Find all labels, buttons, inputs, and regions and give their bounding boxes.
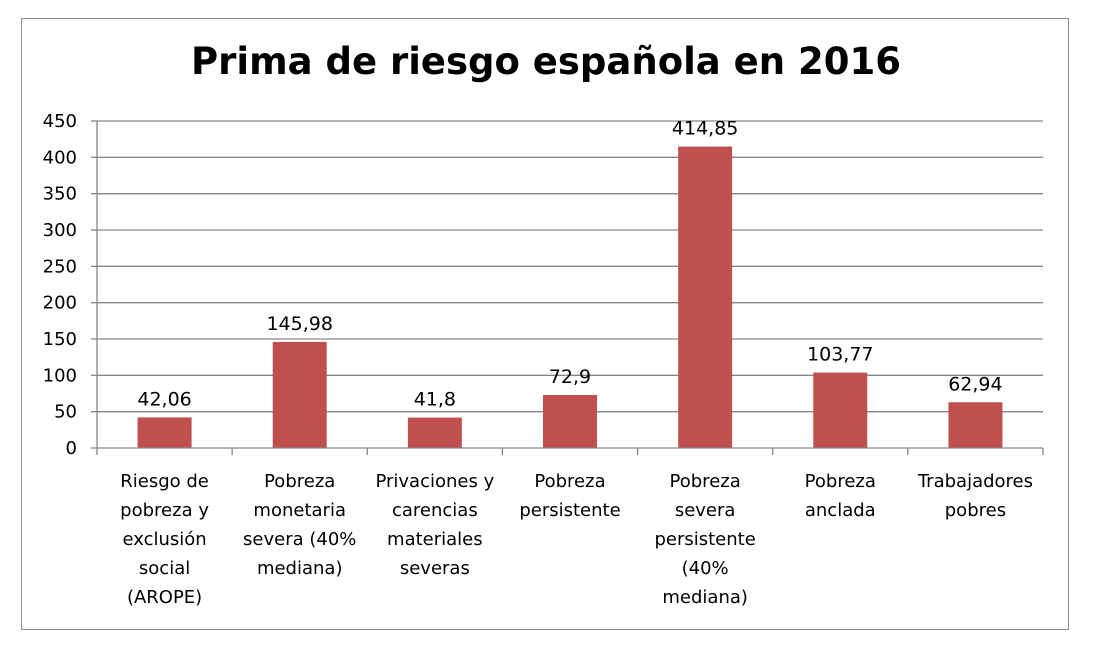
bars bbox=[137, 146, 1003, 448]
y-tick-label: 200 bbox=[43, 293, 77, 314]
data-label-2: 41,8 bbox=[414, 389, 456, 411]
y-tick-label: 150 bbox=[43, 329, 77, 350]
category-label-line: Trabajadores bbox=[917, 471, 1033, 492]
category-label-line: materiales bbox=[387, 529, 483, 550]
y-tick-label: 300 bbox=[43, 220, 77, 241]
y-tick-label: 50 bbox=[54, 402, 77, 423]
category-label-line: mediana) bbox=[662, 587, 748, 608]
category-label-line: severa bbox=[675, 500, 736, 521]
y-tick-label: 450 bbox=[43, 111, 77, 132]
y-tick-label: 400 bbox=[43, 147, 77, 168]
chart-frame bbox=[21, 18, 1069, 630]
category-label-line: persistente bbox=[519, 500, 620, 521]
bar-5 bbox=[813, 372, 868, 448]
category-label-3: Pobreza persistente bbox=[519, 471, 620, 521]
category-label-line: Riesgo de bbox=[120, 471, 209, 492]
y-tick-label: 350 bbox=[43, 184, 77, 205]
category-label-line: carencias bbox=[392, 500, 478, 521]
category-label-2: Privaciones y carencias materiales severas bbox=[375, 471, 494, 579]
category-labels: Riesgo de pobreza y exclusión social (AROPE)… bbox=[120, 471, 1033, 608]
gridlines bbox=[97, 120, 1043, 413]
category-label-line: Pobreza bbox=[534, 471, 605, 492]
category-label-line: Privaciones y bbox=[375, 471, 494, 492]
data-label-1: 145,98 bbox=[266, 313, 332, 335]
category-label-4: Pobreza severa persistente (40% mediana) bbox=[654, 471, 755, 608]
category-label-line: (AROPE) bbox=[127, 587, 202, 608]
category-label-line: pobres bbox=[945, 500, 1006, 521]
data-label-3: 72,9 bbox=[549, 366, 591, 388]
bar-3 bbox=[543, 395, 597, 448]
bar-1 bbox=[272, 341, 327, 448]
category-label-line: severas bbox=[400, 558, 470, 579]
category-label-5: Pobreza anclada bbox=[805, 471, 876, 521]
category-label-line: Pobreza bbox=[670, 471, 741, 492]
category-label-line: exclusión bbox=[122, 529, 206, 550]
category-label-line: pobreza y bbox=[120, 500, 209, 521]
category-label-line: social bbox=[139, 558, 190, 579]
category-label-line: monetaria bbox=[253, 500, 346, 521]
bar-4 bbox=[678, 146, 733, 448]
category-label-line: (40% bbox=[682, 558, 729, 579]
x-axis bbox=[96, 121, 1044, 455]
category-label-line: anclada bbox=[805, 500, 876, 521]
bar-0 bbox=[137, 417, 192, 448]
category-label-1: Pobreza monetaria severa (40% mediana) bbox=[243, 471, 356, 579]
data-labels: 42,06 145,98 41,8 72,9 414,85 103,77 62,94 bbox=[137, 118, 1002, 411]
bar-2 bbox=[407, 417, 462, 448]
category-label-line: severa (40% bbox=[243, 529, 356, 550]
chart-title: Prima de riesgo española en 2016 bbox=[191, 40, 901, 83]
category-label-line: Pobreza bbox=[805, 471, 876, 492]
bar-6 bbox=[948, 402, 1003, 448]
y-tick-label: 250 bbox=[43, 256, 77, 277]
data-label-5: 103,77 bbox=[807, 344, 873, 366]
y-tick-label: 100 bbox=[43, 365, 77, 386]
y-tick-label: 0 bbox=[66, 438, 77, 459]
y-axis-ticks: 0 50 100 150 200 250 300 350 400 450 bbox=[43, 111, 97, 459]
data-label-6: 62,94 bbox=[948, 373, 1002, 395]
data-label-4: 414,85 bbox=[672, 118, 738, 140]
data-label-0: 42,06 bbox=[137, 388, 191, 410]
category-label-line: Pobreza bbox=[264, 471, 335, 492]
category-label-line: persistente bbox=[654, 529, 755, 550]
category-label-6: Trabajadores pobres bbox=[917, 471, 1033, 521]
category-label-0: Riesgo de pobreza y exclusión social (AROPE) bbox=[120, 471, 209, 608]
category-label-line: mediana) bbox=[257, 558, 343, 579]
